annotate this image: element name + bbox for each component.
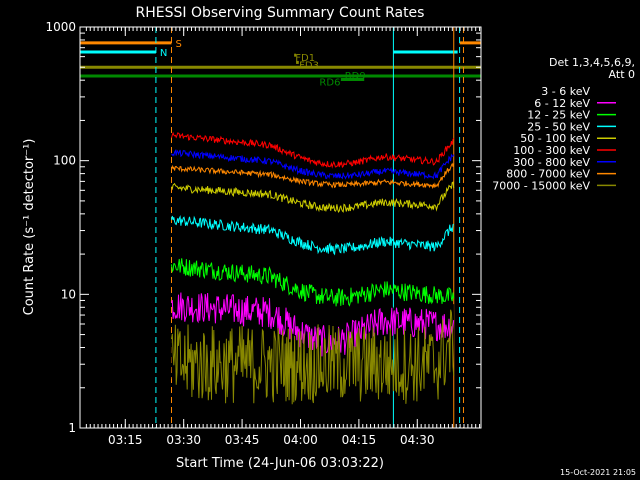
x-tick-label-3: 04:00: [283, 433, 318, 447]
legend-label-8: 7000 - 15000 keV: [492, 179, 590, 192]
x-tick-label-1: 03:30: [166, 433, 201, 447]
render-timestamp: 15-Oct-2021 21:05: [560, 468, 636, 477]
series-line-1: [171, 292, 455, 357]
flag-text-rd9: RD9: [345, 71, 366, 82]
y-tick-label-1: 10: [61, 287, 76, 301]
series-line-5: [171, 131, 455, 169]
legend-label-2: 12 - 25 keV: [527, 109, 590, 122]
series-line-7: [171, 162, 455, 190]
series-line-3: [171, 215, 454, 256]
flag-text-fd3: FD3: [299, 60, 319, 71]
y-tick-label-2: 100: [53, 154, 76, 168]
legend-header-detectors: Det 1,3,4,5,6,9,: [549, 56, 635, 69]
x-tick-label-0: 03:15: [108, 433, 143, 447]
x-axis-label: Start Time (24-Jun-06 03:03:22): [176, 456, 384, 471]
flag-text-fd1: FD1: [295, 53, 315, 64]
series-line-6: [171, 149, 455, 180]
legend-label-3: 25 - 50 keV: [527, 120, 590, 133]
legend-label-1: 6 - 12 keV: [534, 97, 590, 110]
y-tick-label-0: 1: [68, 421, 76, 435]
x-tick-label-2: 03:45: [225, 433, 260, 447]
series-line-2: [171, 258, 455, 307]
flag-label-s: S: [175, 39, 181, 50]
flag-text-rd6: RD6: [319, 78, 340, 89]
x-tick-label-5: 04:30: [400, 433, 435, 447]
legend-label-7: 800 - 7000 keV: [506, 168, 590, 181]
legend-label-4: 50 - 100 keV: [520, 132, 590, 145]
chart-title: RHESSI Observing Summary Count Rates: [136, 5, 425, 21]
y-tick-label-3: 1000: [45, 20, 76, 34]
axis-layer: 1 10 100 1000 03:15 03:30 03:45 04:00 04:15 04:30: [45, 20, 481, 447]
series-line-8: [171, 309, 455, 405]
legend-header-attenuator: Att 0: [609, 68, 635, 81]
flag-label-n: N: [160, 48, 167, 59]
y-axis-label: Count Rate (s⁻¹ detector⁻¹): [22, 139, 37, 316]
plot-frame: [79, 26, 482, 429]
x-tick-label-4: 04:15: [342, 433, 377, 447]
series-line-4: [171, 181, 455, 213]
legend-label-6: 300 - 800 keV: [513, 156, 590, 169]
legend-label-0: 3 - 6 keV: [541, 85, 590, 98]
legend-label-5: 100 - 300 keV: [513, 144, 590, 157]
